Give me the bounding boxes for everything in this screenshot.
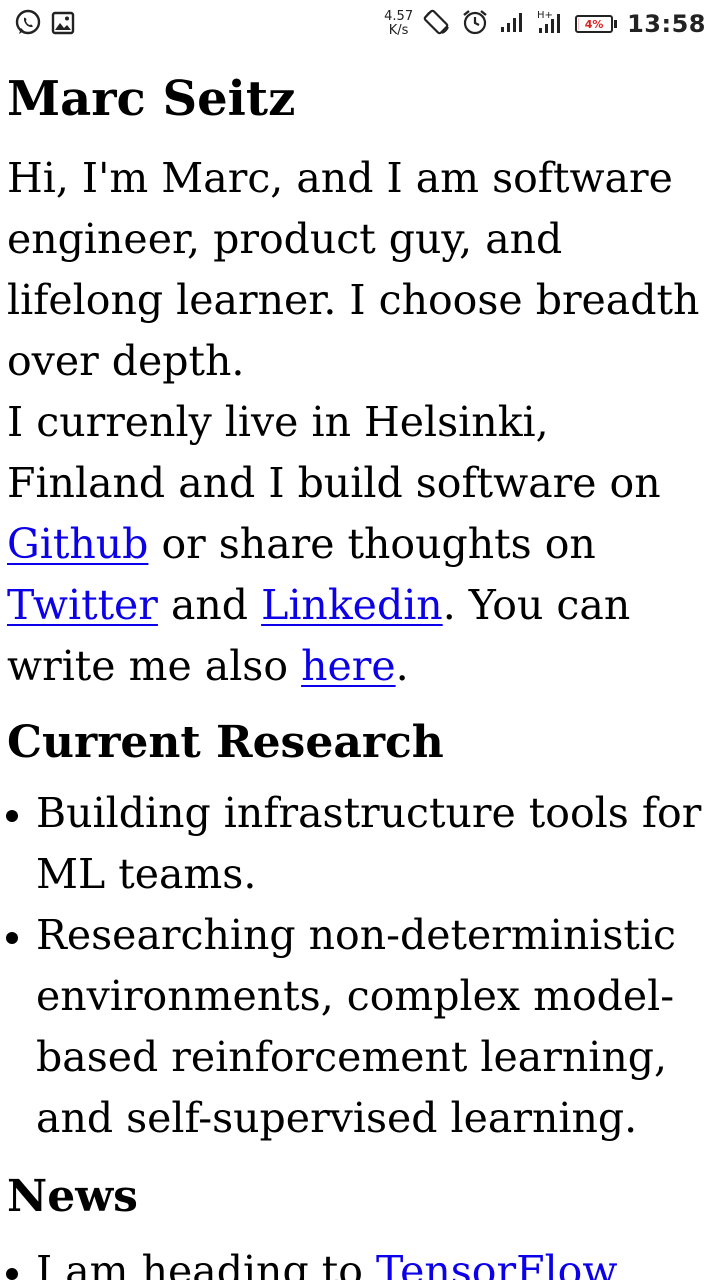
tensorflow-link[interactable]: TensorFlow — [375, 1247, 618, 1280]
battery-fill — [578, 18, 580, 30]
whatsapp-icon — [14, 9, 42, 41]
page-title: Marc Seitz — [7, 71, 296, 127]
svg-text:H+: H+ — [537, 10, 553, 21]
clock: 13:58 — [627, 10, 706, 38]
news-item: I am heading to TensorFlow — [36, 1241, 713, 1280]
page-content: Marc Seitz Hi, I'm Marc, and I am softwa… — [7, 62, 713, 1280]
intro-text-5: . You can write me also — [7, 581, 631, 690]
intro-text-3: or share thoughts on — [148, 520, 596, 568]
intro-text-1: Hi, I'm Marc, and I am software engineer… — [7, 154, 700, 385]
twitter-link[interactable]: Twitter — [7, 581, 158, 629]
network-speed-value: 4.57 — [384, 9, 414, 24]
intro-text-4: and — [157, 581, 262, 629]
research-list: Building infrastructure tools for ML tea… — [7, 783, 713, 1149]
image-icon — [50, 10, 76, 40]
intro-paragraph: Hi, I'm Marc, and I am software engineer… — [7, 148, 713, 697]
github-link[interactable]: Github — [7, 520, 149, 568]
rotate-icon — [423, 8, 451, 40]
status-bar-right: 4.57 K/s — [384, 6, 706, 42]
network-speed-unit: K/s — [388, 23, 409, 38]
linkedin-link[interactable]: Linkedin — [261, 581, 443, 629]
network-speed: 4.57 K/s — [384, 10, 413, 38]
battery-body: 4% — [575, 15, 614, 33]
status-bar-left — [14, 9, 76, 41]
status-bar: 4.57 K/s — [0, 0, 720, 48]
signal-icon-2: H+ — [535, 8, 565, 40]
news-item-text: I am heading to — [36, 1247, 376, 1280]
battery-indicator: 4% — [575, 15, 618, 33]
news-list: I am heading to TensorFlow — [7, 1241, 713, 1280]
battery-label: 4% — [584, 17, 604, 31]
battery-tip — [614, 20, 618, 28]
intro-text-2: I currenly live in Helsinki, Finland and… — [7, 398, 661, 507]
signal-icon-1 — [499, 10, 525, 38]
contact-here-link[interactable]: here — [301, 642, 396, 690]
research-heading: Current Research — [7, 717, 444, 768]
intro-text-6: . — [395, 642, 409, 690]
news-heading: News — [7, 1171, 138, 1222]
research-item: Building infrastructure tools for ML tea… — [36, 783, 713, 905]
alarm-icon — [461, 8, 489, 40]
research-item: Researching non-deterministic environmen… — [36, 905, 713, 1149]
